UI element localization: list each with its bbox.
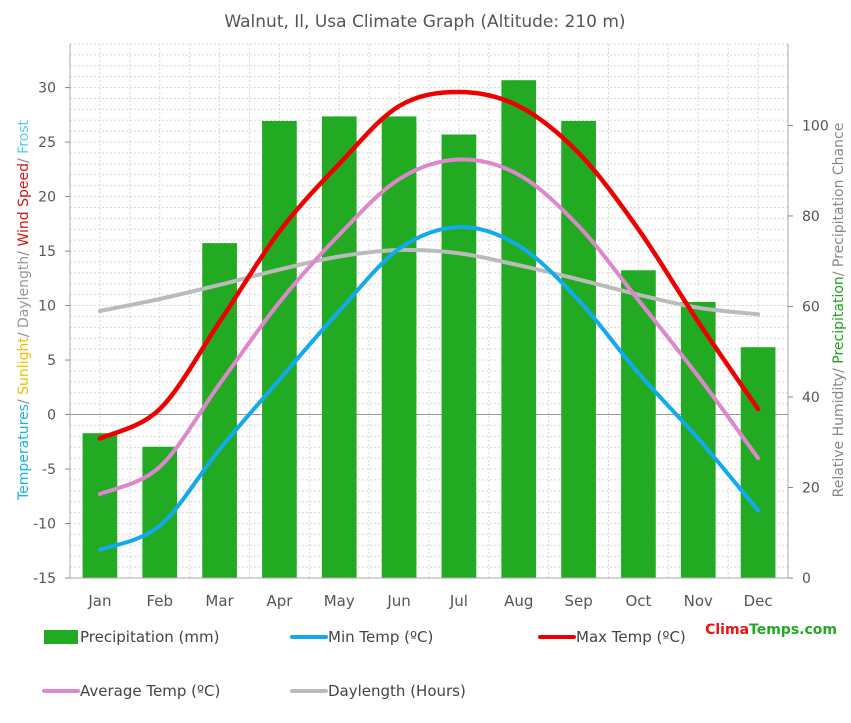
left-tick-label: 15 — [38, 244, 56, 260]
climatemps-watermark: ClimaTemps.com — [705, 622, 837, 638]
precipitation-bar — [202, 243, 237, 578]
x-tick-label: Apr — [266, 592, 293, 610]
x-tick-label: Nov — [684, 592, 713, 610]
right-axis-label: Relative Humidity/ Precipitation/ Precip… — [831, 123, 847, 498]
axis-label-part: / — [16, 154, 32, 163]
left-tick-label: 25 — [38, 135, 56, 151]
axis-label-part: / — [831, 364, 847, 373]
left-tick-label: 5 — [47, 353, 56, 369]
precipitation-bar — [441, 134, 477, 578]
left-tick-label: 30 — [38, 81, 56, 97]
precipitation-bar — [82, 433, 118, 578]
x-tick-label: Dec — [744, 592, 773, 610]
left-tick-label: 20 — [38, 190, 56, 206]
right-tick-label: 40 — [802, 390, 820, 406]
axis-label-part: / — [831, 267, 847, 276]
right-tick-label: 100 — [802, 118, 829, 134]
x-tick-label: Oct — [625, 592, 651, 610]
watermark-part: .com — [799, 622, 837, 638]
legend-item: Min Temp (ºC) — [290, 628, 433, 646]
axis-label-part: Wind Speed — [16, 163, 32, 247]
axis-label-part: Sunlight — [16, 337, 32, 395]
axis-label-part: Frost — [16, 120, 32, 154]
left-tick-label: -5 — [42, 462, 56, 478]
axis-label-part: Temperatures — [16, 404, 32, 501]
precipitation-bar — [501, 80, 537, 578]
x-tick-label: May — [324, 592, 355, 610]
legend-item: Daylength (Hours) — [290, 682, 466, 700]
x-tick-label: Jun — [386, 592, 410, 610]
precipitation-bar — [262, 120, 297, 579]
legend-label: Average Temp (ºC) — [80, 682, 220, 700]
x-tick-label: Mar — [205, 592, 234, 610]
right-tick-label: 20 — [802, 480, 820, 496]
lines-layer — [97, 89, 761, 552]
axis-label-part: / — [16, 328, 32, 337]
legend-item: Precipitation (mm) — [44, 628, 219, 646]
left-tick-label: -10 — [33, 517, 56, 533]
legend-label: Daylength (Hours) — [328, 682, 466, 700]
grid-layer — [69, 43, 789, 579]
axis-label-part: / — [16, 395, 32, 404]
legend-label: Precipitation (mm) — [80, 628, 219, 646]
left-tick-label: 10 — [38, 299, 56, 315]
axes-layer: -15 -10 -5 0 5 10 15 20 25 30 0 20 40 60 80 100 Jan Feb Ma… — [33, 44, 829, 610]
left-axis-label: Temperatures/ Sunlight/ Daylength/ Wind … — [16, 120, 32, 501]
legend-item: Max Temp (ºC) — [538, 628, 686, 646]
bars-layer — [82, 80, 776, 579]
legend-item: Average Temp (ºC) — [42, 682, 220, 700]
watermark-part: Temps — [749, 622, 799, 638]
axis-label-part: / — [16, 247, 32, 256]
legend-label: Min Temp (ºC) — [328, 628, 433, 646]
left-tick-label: 0 — [47, 408, 56, 424]
average-temp-line — [97, 157, 761, 497]
precipitation-bar — [381, 116, 417, 579]
precipitation-bar — [321, 116, 357, 579]
legend: Precipitation (mm) Min Temp (ºC) Max Temp … — [42, 628, 686, 700]
axis-label-part: Daylength — [16, 256, 32, 328]
daylength-line — [97, 247, 761, 317]
right-tick-label: 0 — [802, 571, 811, 587]
precipitation-bar — [740, 347, 776, 578]
axis-label-part: Precipitation Chance — [831, 123, 847, 267]
x-tick-label: Sep — [564, 592, 592, 610]
precipitation-bar — [621, 270, 656, 578]
axis-label-part: Precipitation — [831, 276, 847, 364]
x-tick-label: Jul — [449, 592, 468, 610]
left-tick-label: -15 — [33, 571, 56, 587]
x-tick-label: Feb — [146, 592, 173, 610]
right-tick-label: 60 — [802, 299, 820, 315]
legend-label: Max Temp (ºC) — [576, 628, 686, 646]
min-temp-line — [97, 225, 761, 552]
axis-label-part: Relative Humidity — [831, 373, 847, 497]
x-tick-label: Aug — [504, 592, 533, 610]
legend-swatch — [44, 630, 78, 644]
x-tick-label: Jan — [87, 592, 111, 610]
precipitation-bar — [561, 120, 596, 579]
chart-title: Walnut, Il, Usa Climate Graph (Altitude:… — [224, 12, 625, 32]
max-temp-line — [97, 89, 761, 441]
watermark-part: Clima — [705, 622, 749, 638]
right-tick-label: 80 — [802, 209, 820, 225]
